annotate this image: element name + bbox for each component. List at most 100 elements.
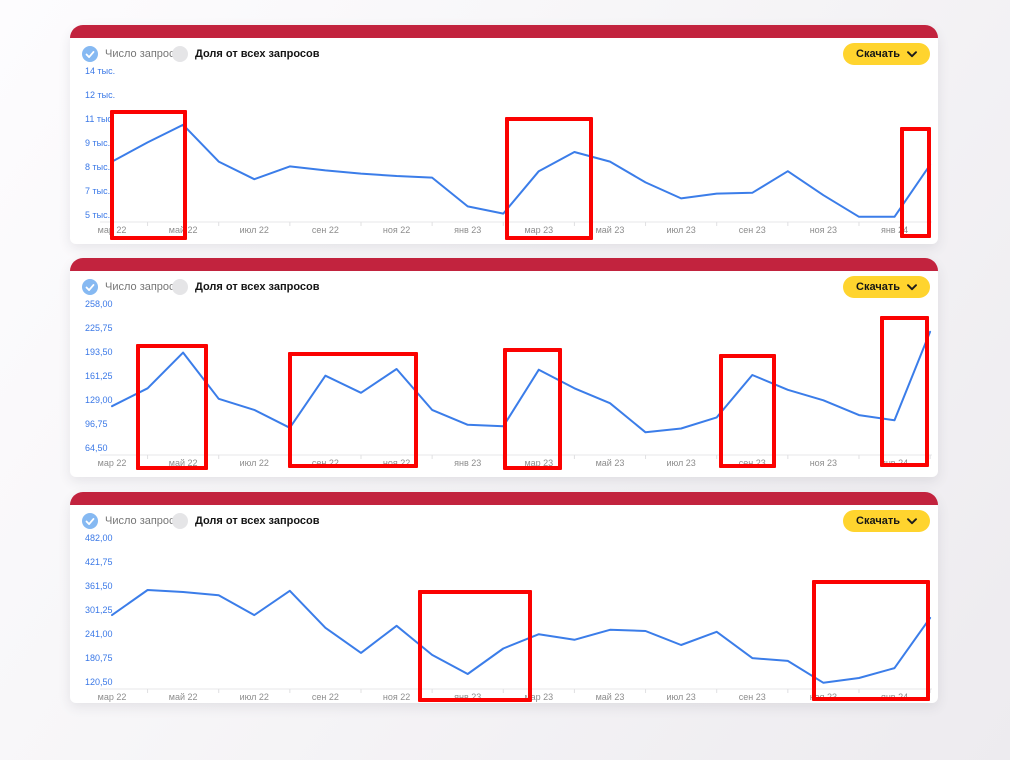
y-axis-tick-label: 258,00 <box>85 299 113 309</box>
plot-area: 258,00 225,75 193,50 161,25 129,00 96,75 64,50… <box>70 298 938 477</box>
x-axis-tick-label: июл 23 <box>666 458 696 468</box>
y-axis-tick-label: 96,75 <box>85 419 108 429</box>
highlight-box <box>503 348 562 470</box>
metric-radio-query-count[interactable]: Число запросов <box>82 46 187 62</box>
y-axis-tick-label: 11 тыс. <box>85 114 115 124</box>
plot-area: 14 тыс. 12 тыс. 11 тыс. 9 тыс. 8 тыс. 7 тыс. 5… <box>70 65 938 244</box>
x-axis-tick-label: янв 24 <box>880 225 909 235</box>
y-axis-tick-label: 12 тыс. <box>85 90 116 100</box>
x-axis-tick-label: ноя 23 <box>809 225 838 235</box>
x-axis-tick-label: сен 22 <box>311 225 339 235</box>
metric-radio-query-count[interactable]: Число запросов <box>82 513 187 529</box>
download-button[interactable]: Скачать <box>843 43 930 65</box>
metric-radio-query-count[interactable]: Число запросов <box>82 279 187 295</box>
radio-checked-icon <box>82 46 98 62</box>
x-axis-tick-label: мар 23 <box>524 458 554 468</box>
chart-panel: Число запросов Доля от всех запросов Ска… <box>70 25 938 244</box>
y-axis-tick-label: 193,50 <box>85 347 113 357</box>
x-axis-tick-label: май 23 <box>595 692 625 702</box>
chevron-down-icon <box>907 283 917 291</box>
y-axis-tick-label: 120,50 <box>85 677 113 687</box>
download-button-label: Скачать <box>856 48 900 60</box>
download-button-label: Скачать <box>856 281 900 293</box>
y-axis-tick-label: 180,75 <box>85 653 113 663</box>
metric-radio-share-label: Доля от всех запросов <box>195 515 320 527</box>
x-axis-tick-label: ноя 22 <box>382 458 411 468</box>
chart-panel: Число запросов Доля от всех запросов Ска… <box>70 492 938 703</box>
y-axis-tick-label: 5 тыс. <box>85 210 111 220</box>
y-axis-tick-label: 241,00 <box>85 629 113 639</box>
panel-accent-bar <box>70 25 938 38</box>
y-axis-tick-label: 14 тыс. <box>85 66 116 76</box>
metric-radio-share[interactable]: Доля от всех запросов <box>172 513 320 529</box>
y-axis-tick-label: 361,50 <box>85 581 113 591</box>
y-axis-tick-label: 225,75 <box>85 323 113 333</box>
highlight-box <box>505 117 593 240</box>
highlight-box <box>880 316 929 467</box>
highlight-box <box>418 590 532 702</box>
x-axis-tick-label: май 23 <box>595 458 625 468</box>
x-axis-tick-label: янв 23 <box>454 458 482 468</box>
y-axis-tick-label: 421,75 <box>85 557 113 567</box>
highlight-box <box>900 127 931 238</box>
x-axis-tick-label: май 23 <box>595 225 625 235</box>
x-axis-tick-label: июл 22 <box>239 225 269 235</box>
x-axis-tick-label: июл 22 <box>239 692 269 702</box>
x-axis-tick-label: июл 22 <box>239 458 269 468</box>
chart-controls: Число запросов Доля от всех запросов Ска… <box>70 271 938 303</box>
panel-accent-bar <box>70 258 938 271</box>
x-axis-tick-label: июл 23 <box>666 692 696 702</box>
query-count-line-series <box>111 330 932 434</box>
radio-unchecked-icon <box>172 513 188 529</box>
panel-accent-bar <box>70 492 938 505</box>
x-axis-tick-label: мар 22 <box>97 458 127 468</box>
x-axis-tick-label: сен 22 <box>311 692 339 702</box>
x-axis-tick-label: сен 23 <box>738 692 766 702</box>
y-axis-tick-label: 301,25 <box>85 605 113 615</box>
x-axis-tick-label: янв 23 <box>454 692 482 702</box>
x-axis-tick-label: ноя 22 <box>382 225 411 235</box>
chevron-down-icon <box>907 50 917 58</box>
chevron-down-icon <box>907 517 917 525</box>
radio-unchecked-icon <box>172 46 188 62</box>
download-button[interactable]: Скачать <box>843 510 930 532</box>
y-axis-tick-label: 9 тыс. <box>85 138 111 148</box>
x-axis-tick-label: сен 23 <box>738 225 766 235</box>
x-axis-tick-label: ноя 22 <box>382 692 411 702</box>
metric-radio-query-count-label: Число запросов <box>105 48 187 60</box>
highlight-box <box>288 352 418 468</box>
metric-radio-share-label: Доля от всех запросов <box>195 281 320 293</box>
y-axis-tick-label: 161,25 <box>85 371 113 381</box>
chart-controls: Число запросов Доля от всех запросов Ска… <box>70 505 938 537</box>
chart-controls: Число запросов Доля от всех запросов Ска… <box>70 38 938 70</box>
highlight-box <box>110 110 187 240</box>
y-axis-tick-label: 8 тыс. <box>85 162 111 172</box>
line-chart-canvas <box>100 589 932 693</box>
x-axis-tick-label: ноя 23 <box>809 458 838 468</box>
y-axis-tick-label: 129,00 <box>85 395 113 405</box>
x-axis-tick-label: сен 22 <box>311 458 339 468</box>
radio-unchecked-icon <box>172 279 188 295</box>
x-axis-tick-label: мар 23 <box>524 692 554 702</box>
y-axis-tick-label: 482,00 <box>85 533 113 543</box>
highlight-box <box>136 344 208 470</box>
x-axis-tick-label: май 22 <box>168 692 198 702</box>
y-axis-tick-label: 64,50 <box>85 443 108 453</box>
download-button-label: Скачать <box>856 515 900 527</box>
metric-radio-share-label: Доля от всех запросов <box>195 48 320 60</box>
highlight-box <box>719 354 776 468</box>
metric-radio-share[interactable]: Доля от всех запросов <box>172 279 320 295</box>
x-axis-tick-label: мар 23 <box>524 225 554 235</box>
chart-panel: Число запросов Доля от всех запросов Ска… <box>70 258 938 477</box>
metric-radio-share[interactable]: Доля от всех запросов <box>172 46 320 62</box>
radio-checked-icon <box>82 279 98 295</box>
metric-radio-query-count-label: Число запросов <box>105 515 187 527</box>
metric-radio-query-count-label: Число запросов <box>105 281 187 293</box>
y-axis-tick-label: 7 тыс. <box>85 186 111 196</box>
x-axis-tick-label: янв 23 <box>454 225 482 235</box>
download-button[interactable]: Скачать <box>843 276 930 298</box>
x-axis-tick-label: сен 23 <box>738 458 766 468</box>
query-count-line-series <box>111 123 932 218</box>
x-axis-tick-label: июл 23 <box>666 225 696 235</box>
